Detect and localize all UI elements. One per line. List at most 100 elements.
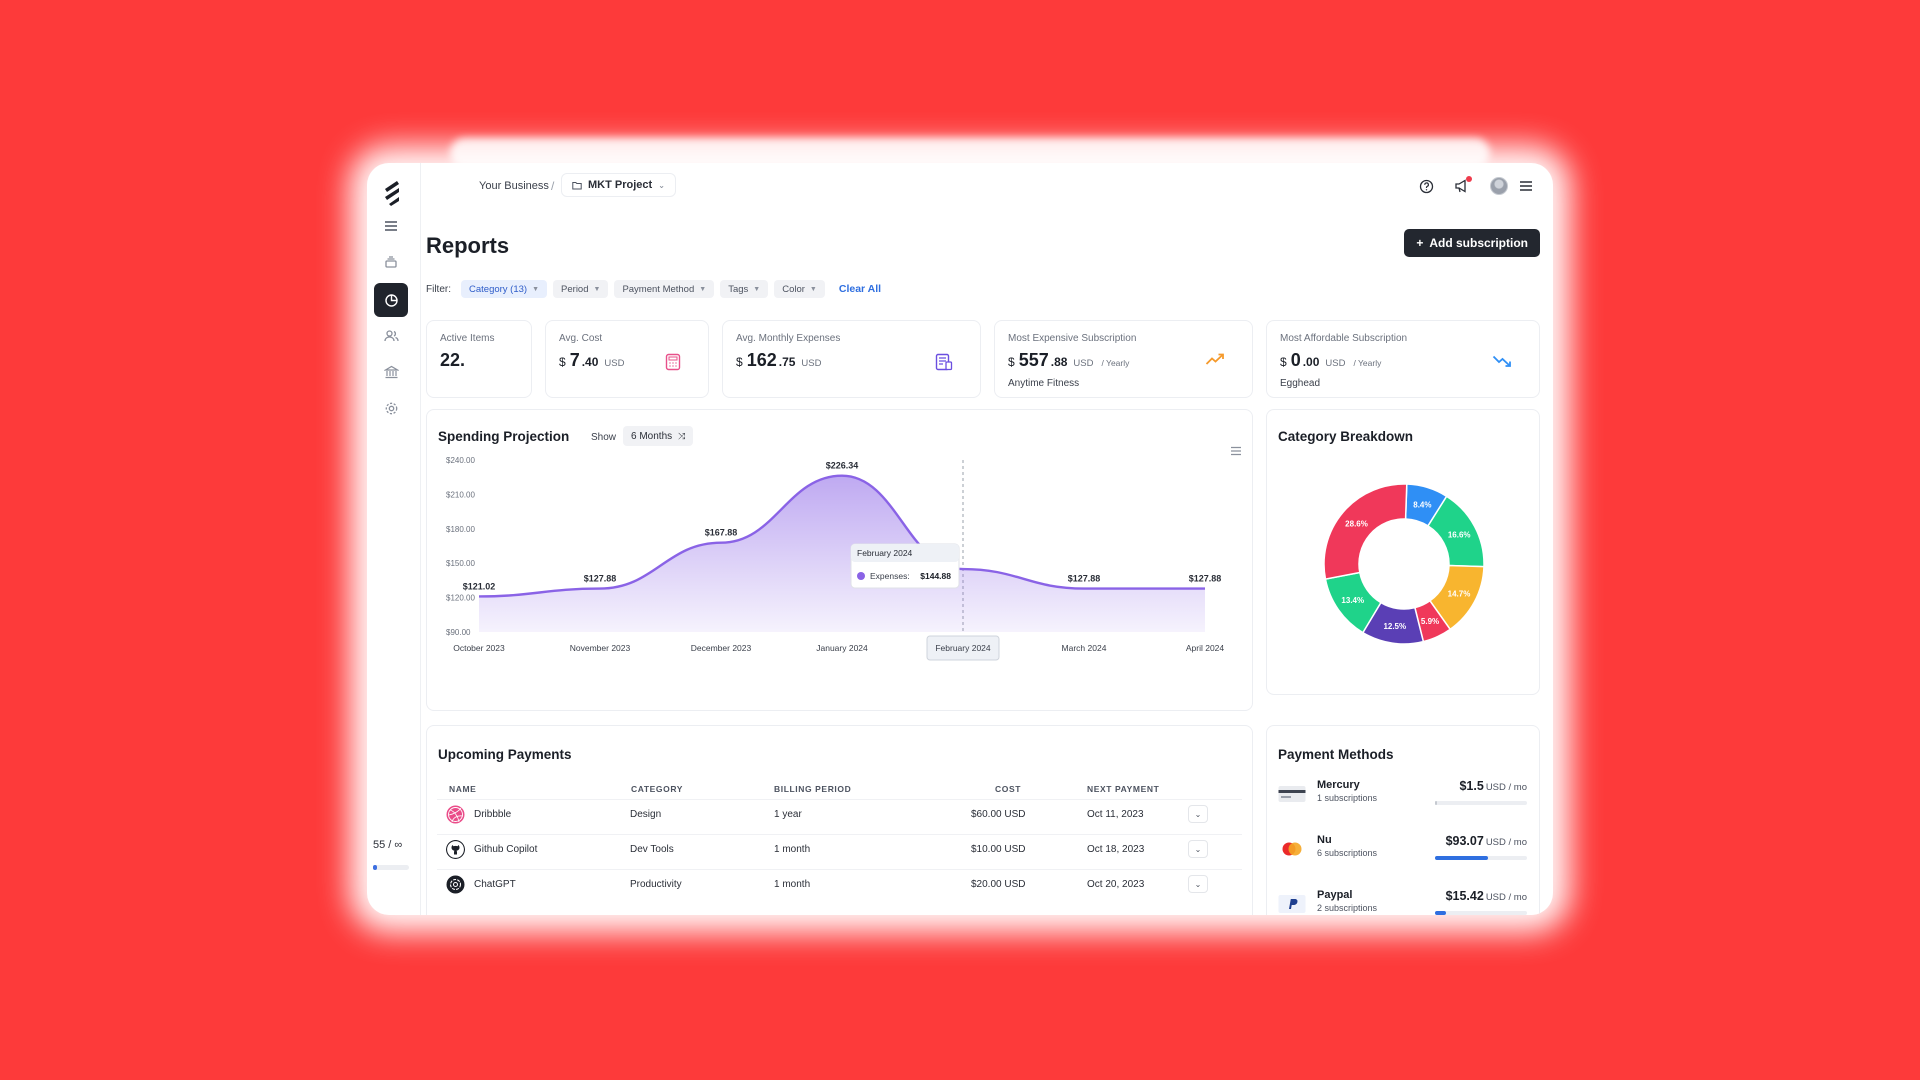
donut-slice-label: 13.4% — [1341, 596, 1364, 605]
payment-method-subscriptions: 6 subscriptions — [1317, 848, 1378, 858]
payment-method-progress — [1435, 856, 1527, 860]
column-header-cost[interactable]: COST — [995, 784, 1022, 794]
table-row[interactable]: ChatGPT Productivity 1 month $20.00 USD … — [437, 869, 1242, 898]
chevron-down-icon: ▼ — [699, 285, 707, 293]
table-row[interactable]: Dribbble Design 1 year $60.00 USD Oct 11… — [437, 799, 1242, 828]
x-tick-label: December 2023 — [691, 643, 752, 653]
usage-counter: 55 / ∞ — [373, 839, 402, 851]
clear-all-filters-link[interactable]: Clear All — [838, 283, 882, 295]
payment-method-item[interactable]: Paypal 2 subscriptions $15.42 USD / mo — [1267, 885, 1539, 915]
stat-value: 22. — [440, 350, 465, 371]
project-selector[interactable]: MKT Project ⌄ — [561, 173, 676, 197]
amount-unit: USD / mo — [1485, 782, 1527, 793]
sidebar-toggle-icon[interactable] — [374, 209, 408, 243]
payment-method-subscriptions: 1 subscriptions — [1317, 793, 1378, 803]
page-title: Reports — [426, 233, 510, 258]
megaphone-icon[interactable] — [1451, 175, 1473, 197]
usage-progress — [373, 865, 409, 870]
stat-label: Most Affordable Subscription — [1280, 333, 1408, 344]
table-row[interactable]: Github Copilot Dev Tools 1 month $10.00 … — [437, 834, 1242, 863]
chart-tooltip: February 2024 Expenses: $144.88 — [850, 543, 960, 589]
donut-slice-label: 5.9% — [1421, 617, 1439, 626]
sidebar-item-members[interactable] — [374, 319, 408, 353]
row-cost: $10.00 USD — [971, 844, 1026, 855]
donut-slice-label: 28.6% — [1345, 519, 1368, 528]
sidebar-item-settings[interactable] — [374, 391, 408, 425]
chevron-down-icon: ▼ — [753, 285, 761, 293]
range-selector[interactable]: 6 Months ⤨ — [623, 426, 694, 446]
payment-method-item[interactable]: Nu 6 subscriptions $93.07 USD / mo — [1267, 830, 1539, 880]
row-billing-period: 1 month — [774, 844, 811, 855]
filter-chip-category[interactable]: Category (13) ▼ — [461, 280, 548, 298]
stat-decimals: .00 — [1302, 355, 1320, 369]
stat-subscription-name: Anytime Fitness — [1008, 378, 1080, 389]
stat-number: 22. — [440, 350, 466, 370]
filter-chip-tags[interactable]: Tags ▼ — [720, 280, 769, 298]
sidebar-item-banks[interactable] — [374, 355, 408, 389]
sidebar: 55 / ∞ — [367, 163, 421, 915]
column-header-billing-period[interactable]: BILLING PERIOD — [774, 784, 852, 794]
folder-icon — [572, 181, 582, 189]
row-expand-button[interactable]: ⌄ — [1188, 875, 1208, 893]
shuffle-icon: ⤨ — [678, 430, 686, 441]
row-next-payment: Oct 20, 2023 — [1087, 879, 1145, 890]
expenses-area — [479, 475, 1205, 632]
donut-slice-label: 12.5% — [1383, 622, 1406, 631]
currency-unit: USD — [1073, 358, 1094, 369]
bolt-logo[interactable] — [381, 177, 403, 207]
column-header-name[interactable]: NAME — [449, 784, 477, 794]
payment-method-subscriptions: 2 subscriptions — [1317, 903, 1378, 913]
stat-number: 557 — [1018, 350, 1049, 370]
data-label: $127.88 — [584, 574, 617, 584]
expenses-series-line — [478, 474, 1205, 598]
stat-number: 7 — [569, 350, 580, 370]
filter-chip-label: Payment Method — [622, 283, 695, 295]
row-name: Github Copilot — [474, 844, 538, 855]
amount-value: $1.5 — [1459, 779, 1484, 793]
row-next-payment: Oct 18, 2023 — [1087, 844, 1145, 855]
row-expand-button[interactable]: ⌄ — [1188, 805, 1208, 823]
upcoming-payments-title: Upcoming Payments — [438, 747, 572, 762]
sidebar-item-reports[interactable] — [374, 283, 408, 317]
trending-down-icon — [1492, 351, 1512, 371]
amount-value: $15.42 — [1445, 889, 1484, 903]
calculator-icon — [663, 352, 683, 372]
data-label: $226.34 — [826, 461, 859, 471]
row-billing-period: 1 year — [774, 809, 802, 820]
filter-label: Filter: — [426, 283, 451, 295]
row-expand-button[interactable]: ⌄ — [1188, 840, 1208, 858]
spending-projection-card: $90.00 $120.00 $150.00 $180.00 $210.00 $240.0… — [426, 409, 1253, 711]
app-window: 55 / ∞ Your Business / MKT Project ⌄ Rep… — [367, 163, 1553, 915]
usage-limit: ∞ — [394, 839, 403, 851]
column-header-next-payment[interactable]: NEXT PAYMENT — [1087, 784, 1160, 794]
payment-method-amount: $93.07 USD / mo — [1446, 834, 1527, 848]
x-tick-label: March 2024 — [1062, 643, 1107, 653]
filter-chip-color[interactable]: Color ▼ — [774, 280, 825, 298]
users-icon — [383, 330, 399, 342]
github-logo — [446, 840, 465, 859]
sidebar-item-subscriptions[interactable] — [374, 245, 408, 279]
avatar[interactable] — [1488, 175, 1510, 197]
filter-chip-label: Period — [561, 283, 589, 295]
hamburger-menu-icon[interactable] — [1515, 175, 1537, 197]
amount-unit: USD / mo — [1485, 892, 1527, 903]
currency-symbol: $ — [1280, 355, 1287, 369]
help-circle-icon[interactable] — [1415, 175, 1437, 197]
category-breakdown-donut: 8.4% 16.6% 14.7% 5.9% 12.5% 13.4% 28.6% — [1323, 483, 1485, 645]
donut-slice-label: 8.4% — [1413, 500, 1431, 509]
chart-menu-icon[interactable] — [1230, 446, 1242, 459]
payment-method-progress — [1435, 911, 1527, 915]
donut-slice-label: 14.7% — [1448, 590, 1471, 599]
add-subscription-button[interactable]: + Add subscription — [1404, 229, 1540, 257]
tooltip-series-name: Expenses: — [870, 571, 910, 581]
breadcrumb-business[interactable]: Your Business — [479, 180, 549, 192]
donut-slice — [1323, 483, 1408, 580]
filter-chip-period[interactable]: Period ▼ — [553, 280, 609, 298]
spending-projection-title: Spending Projection — [438, 429, 570, 444]
column-header-category[interactable]: CATEGORY — [631, 784, 684, 794]
category-breakdown-title: Category Breakdown — [1278, 429, 1414, 444]
stat-label: Avg. Cost — [559, 333, 603, 344]
payment-method-item[interactable]: Mercury 1 subscriptions $1.5 USD / mo — [1267, 775, 1539, 825]
filter-chip-payment-method[interactable]: Payment Method ▼ — [614, 280, 715, 298]
stat-label: Active Items — [440, 333, 495, 344]
